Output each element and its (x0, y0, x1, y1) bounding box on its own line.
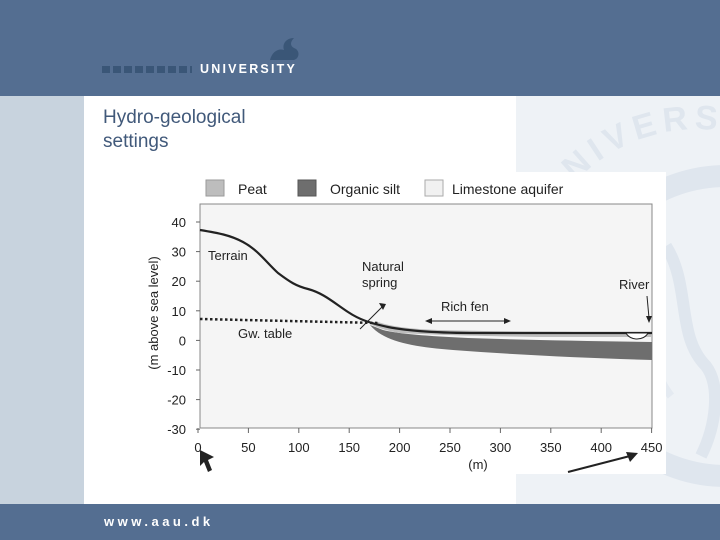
legend-label-organic-silt: Organic silt (330, 181, 400, 197)
rich-fen-arrow-left-icon (425, 318, 432, 324)
logo-left-word (102, 65, 192, 73)
spring-arrow (359, 306, 383, 330)
spring-arrow-head-icon (379, 303, 386, 310)
hydrogeology-figure: Peat Organic silt Limestone aquifer Terr… (138, 172, 666, 474)
legend-swatch-limestone (424, 179, 444, 197)
legend-label-limestone: Limestone aquifer (452, 181, 564, 197)
swan-logo-icon (270, 38, 299, 60)
y-tick-label: 0 (179, 333, 186, 348)
footer-website-link[interactable]: www.aau.dk (104, 514, 214, 529)
river-arrow-head-icon (646, 316, 652, 323)
river-label: River (619, 277, 650, 292)
x-axis-label: (m) (468, 457, 488, 472)
organic-silt-layer (370, 325, 652, 360)
slide-title-line-1: Hydro-geological (103, 107, 246, 128)
terrain-label: Terrain (208, 248, 248, 263)
x-tick-label: 150 (338, 440, 360, 455)
university-logo-text[interactable]: UNIVERSITY (102, 62, 297, 76)
plot-area (199, 203, 653, 429)
y-tick-label: 40 (172, 215, 186, 230)
left-accent-band (0, 96, 84, 504)
slide-title: Hydro-geological settings (103, 106, 303, 154)
terrain-line (199, 228, 652, 335)
slide-title-line-2: settings (103, 131, 169, 152)
x-tick-label: 100 (288, 440, 310, 455)
spring-label-line-2: spring (362, 275, 397, 290)
x-tick-label: 50 (241, 440, 255, 455)
y-tick-label: -20 (167, 393, 186, 408)
gw-table-label: Gw. table (238, 326, 292, 341)
flow-arrow (567, 455, 631, 473)
legend-swatch-peat (205, 179, 225, 197)
mouse-pointer-icon (200, 450, 214, 472)
y-axis-label: (m above sea level) (146, 256, 161, 369)
y-axis-ticks: 40 30 20 10 0 -10 -20 -30 (167, 215, 200, 437)
rich-fen-arrow-right-icon (504, 318, 511, 324)
legend: Peat Organic silt Limestone aquifer (205, 179, 564, 197)
y-tick-label: -30 (167, 422, 186, 437)
x-axis-ticks: 0 50 100 150 200 250 300 350 400 450 (194, 428, 662, 455)
y-tick-label: -10 (167, 363, 186, 378)
y-tick-label: 20 (172, 274, 186, 289)
x-tick-label: 400 (590, 440, 612, 455)
x-tick-label: 300 (490, 440, 512, 455)
flow-arrow-head-icon (626, 452, 638, 462)
y-tick-label: 30 (172, 245, 186, 260)
cross-section-diagram: Peat Organic silt Limestone aquifer Terr… (146, 179, 662, 473)
river-icon (625, 332, 649, 340)
rich-fen-label: Rich fen (441, 299, 489, 314)
logo-right-word: UNIVERSITY (200, 62, 298, 76)
x-tick-label: 350 (540, 440, 562, 455)
x-tick-label: 200 (389, 440, 411, 455)
legend-label-peat: Peat (238, 181, 267, 197)
x-tick-label: 250 (439, 440, 461, 455)
x-tick-label: 450 (641, 440, 663, 455)
spring-label-line-1: Natural (362, 259, 404, 274)
y-tick-label: 10 (172, 304, 186, 319)
river-arrow (646, 295, 650, 319)
legend-swatch-organic-silt (297, 179, 317, 197)
header-bar: UNIVERSITY (0, 0, 720, 96)
x-tick-label: 0 (194, 440, 201, 455)
footer-bar: www.aau.dk (0, 504, 720, 540)
